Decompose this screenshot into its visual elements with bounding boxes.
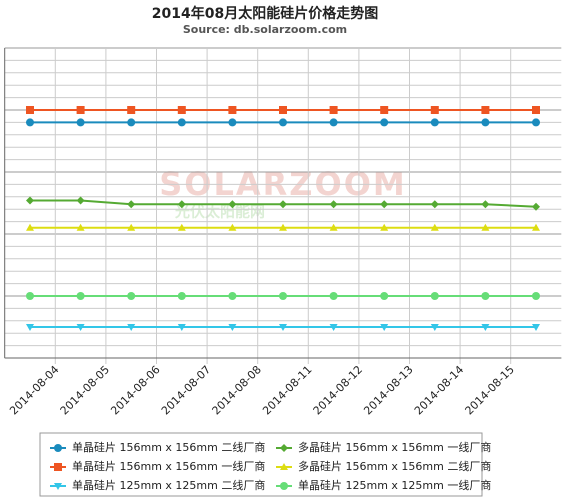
marker [532,106,540,114]
marker [329,292,338,300]
marker [532,118,540,127]
marker [430,200,439,209]
marker [76,292,85,300]
marker [380,292,389,300]
marker [228,118,237,127]
legend-box [39,432,483,497]
x-tick-label: 2014-08-15 [463,363,517,417]
marker [177,223,186,231]
marker [127,200,136,209]
marker [380,324,389,331]
legend-label: 多晶硅片 156mm x 156mm 一线厂商 [298,440,491,454]
marker [279,200,287,209]
marker [329,324,338,331]
marker [280,444,288,452]
marker [228,292,237,300]
marker [481,118,490,127]
marker [76,196,85,205]
x-tick-label: 2014-08-11 [260,363,314,417]
marker [228,106,237,114]
marker [177,324,186,331]
chart-subtitle: Source: db.solarzoom.com [183,23,347,36]
legend-label: 单晶硅片 156mm x 156mm 一线厂商 [72,459,265,473]
marker [54,444,62,452]
marker [26,106,34,114]
marker [127,292,136,300]
marker [279,106,287,114]
marker [380,106,389,114]
x-tick-label: 2014-08-14 [412,363,466,417]
marker [127,324,136,331]
marker [26,292,34,300]
marker [228,200,237,209]
legend-label: 单晶硅片 125mm x 125mm 二线厂商 [72,478,265,492]
marker [430,223,439,231]
marker [228,223,237,231]
marker [26,196,34,205]
marker [76,324,85,331]
x-tick-label: 2014-08-07 [159,363,213,417]
legend-label: 单晶硅片 156mm x 156mm 二线厂商 [72,440,265,454]
marker [54,483,62,490]
marker [26,324,34,331]
marker [481,223,490,231]
marker [279,292,287,300]
marker [481,106,490,114]
marker [26,223,34,231]
marker [177,200,186,209]
marker [76,118,85,127]
marker [430,118,439,127]
marker [481,324,490,331]
marker [279,118,287,127]
marker [532,202,540,211]
marker [127,118,136,127]
marker [430,106,439,114]
watermark-subtitle: 光伏太阳能网 [174,203,265,221]
marker [127,106,136,114]
legend-label: 多晶硅片 156mm x 156mm 二线厂商 [298,459,491,473]
marker [380,200,389,209]
marker [76,106,85,114]
x-tick-label: 2014-08-04 [7,363,61,417]
marker [329,200,338,209]
marker [26,118,34,127]
marker [532,324,540,331]
x-tick-label: 2014-08-13 [361,363,415,417]
marker [430,324,439,331]
x-tick-label: 2014-08-05 [58,363,112,417]
marker [279,324,287,331]
marker [430,292,439,300]
marker [177,118,186,127]
marker [228,324,237,331]
x-tick-label: 2014-08-06 [108,363,162,417]
marker [329,118,338,127]
chart-title: 2014年08月太阳能硅片价格走势图 [152,5,378,22]
marker [380,118,389,127]
x-tick-label: 2014-08-12 [311,363,365,417]
marker [481,200,490,209]
marker [329,106,338,114]
marker [177,292,186,300]
marker [279,223,287,231]
marker [177,106,186,114]
marker [532,223,540,231]
marker [127,223,136,231]
marker [280,482,288,490]
marker [532,292,540,300]
marker [54,463,62,471]
marker [329,223,338,231]
marker [280,463,288,470]
marker [380,223,389,231]
marker [481,292,490,300]
x-tick-label: 2014-08-08 [210,363,264,417]
marker [76,223,85,231]
legend-label: 单晶硅片 125mm x 125mm 一线厂商 [298,478,491,492]
